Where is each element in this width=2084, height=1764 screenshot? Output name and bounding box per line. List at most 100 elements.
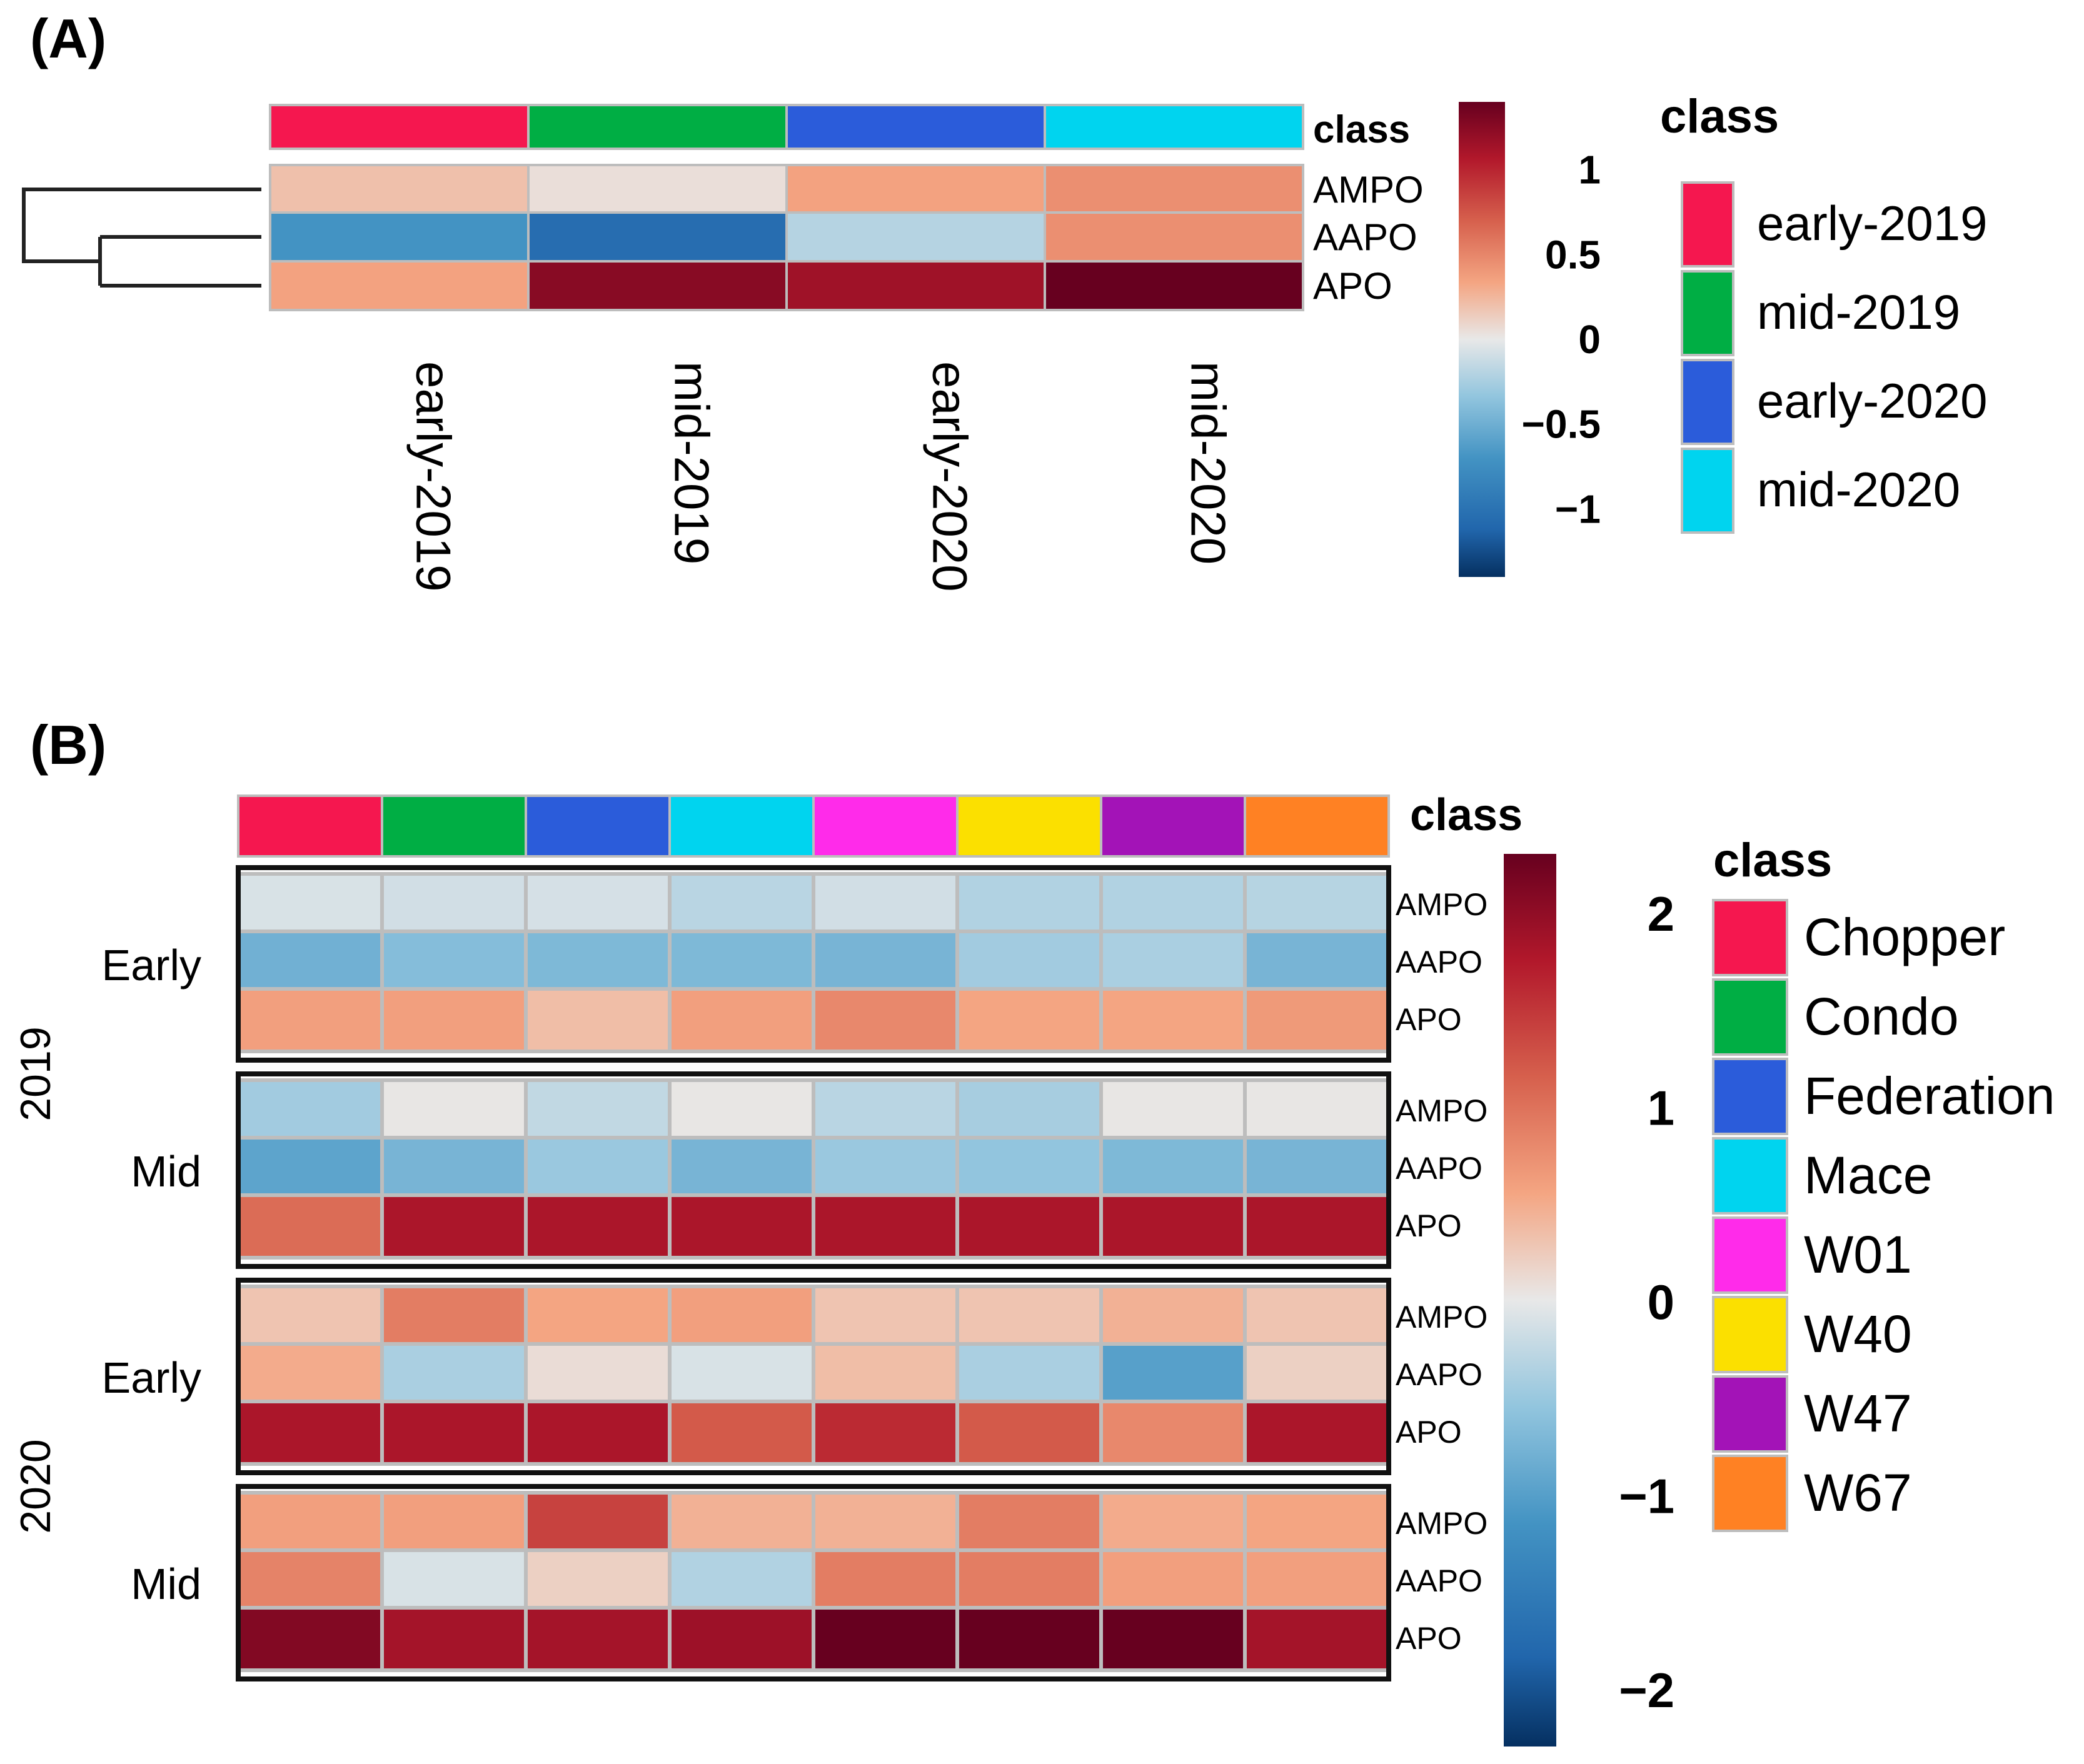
heatmap-cell bbox=[524, 987, 672, 1053]
heatmap-cell bbox=[668, 987, 815, 1053]
year-label: 2019 bbox=[12, 1026, 59, 1121]
panel-a: AMPO AAPO APO early-2019 mid-2019 early-2020 m… bbox=[22, 102, 1988, 592]
heatmap-cell bbox=[380, 1606, 528, 1672]
heatmap-cell bbox=[1243, 872, 1391, 938]
heatmap-cell bbox=[955, 987, 1103, 1053]
heatmap-cell bbox=[668, 1606, 815, 1672]
legend-swatch-Condo bbox=[1712, 978, 1788, 1056]
group-label: Early bbox=[102, 941, 201, 990]
heatmap-cell bbox=[236, 987, 384, 1053]
legend-swatch-W67 bbox=[1712, 1455, 1788, 1532]
heatmap-cell bbox=[524, 1136, 672, 1202]
heatmap-cell bbox=[668, 1078, 815, 1145]
row-label: AAPO bbox=[1396, 1357, 1482, 1392]
heatmap-cell bbox=[785, 164, 1046, 215]
class-cell-W01 bbox=[812, 794, 959, 858]
colorbar-tick-label: 1 bbox=[1648, 1081, 1674, 1136]
heatmap-cell bbox=[955, 1606, 1103, 1672]
legend-swatch-Federation bbox=[1712, 1058, 1788, 1135]
colorbar bbox=[1504, 854, 1556, 1746]
heatmap-cell bbox=[1243, 1400, 1391, 1466]
panel-a-class-label: class bbox=[1313, 108, 1410, 151]
heatmap-cell bbox=[1243, 1491, 1391, 1557]
heatmap-cell bbox=[812, 1400, 959, 1466]
row-label: AMPO bbox=[1396, 887, 1487, 922]
heatmap-cell bbox=[380, 1491, 528, 1557]
heatmap-cell bbox=[1099, 1491, 1247, 1557]
group-frame bbox=[236, 1278, 1391, 1475]
panel-b-class-label: class bbox=[1410, 790, 1523, 840]
heatmap-cell bbox=[812, 1193, 959, 1260]
heatmap-cell bbox=[380, 987, 528, 1053]
class-cell-W67 bbox=[1244, 794, 1390, 858]
heatmap-cell bbox=[668, 1548, 815, 1615]
heatmap-cell bbox=[1243, 930, 1391, 996]
colorbar bbox=[1459, 102, 1505, 577]
row-label: APO bbox=[1396, 1002, 1462, 1037]
heatmap-cell bbox=[1243, 1548, 1391, 1615]
heatmap-cell bbox=[668, 1285, 815, 1351]
heatmap-cell bbox=[1243, 1078, 1391, 1145]
heatmap-cell bbox=[1243, 1285, 1391, 1351]
row-label: AAPO bbox=[1396, 1151, 1482, 1186]
heatmap-cell bbox=[812, 1342, 959, 1408]
group-label: Early bbox=[102, 1353, 201, 1402]
legend-entry: W67 bbox=[1804, 1463, 1912, 1522]
row-label: AAPO bbox=[1396, 945, 1482, 980]
heatmap-cell bbox=[236, 872, 384, 938]
legend-entry: W01 bbox=[1804, 1225, 1912, 1284]
heatmap-cell bbox=[524, 1548, 672, 1615]
heatmap-cell bbox=[1044, 164, 1304, 215]
legend-swatch-early-2019 bbox=[1681, 181, 1734, 268]
legend-swatch-mid-2019 bbox=[1681, 270, 1734, 356]
heatmap-cell bbox=[668, 1342, 815, 1408]
heatmap-cell bbox=[785, 260, 1046, 311]
heatmap-cell bbox=[1099, 1400, 1247, 1466]
heatmap-cell bbox=[812, 872, 959, 938]
colorbar-tick-label: −0.5 bbox=[1522, 402, 1601, 447]
group-label: Mid bbox=[131, 1560, 201, 1608]
heatmap-cell bbox=[236, 1342, 384, 1408]
heatmap-cell bbox=[380, 1285, 528, 1351]
class-cell-Federation bbox=[525, 794, 671, 858]
colorbar-tick-label: 0.5 bbox=[1545, 232, 1601, 277]
group-frame bbox=[236, 1484, 1391, 1681]
heatmap-cell bbox=[955, 872, 1103, 938]
class-cell-Mace bbox=[668, 794, 815, 858]
heatmap-cell bbox=[527, 164, 788, 215]
heatmap-cell bbox=[668, 872, 815, 938]
heatmap-cell bbox=[668, 1193, 815, 1260]
heatmap-cell bbox=[955, 1078, 1103, 1145]
panel-a-legend-title: class bbox=[1660, 90, 1779, 143]
colorbar-tick-label: 0 bbox=[1578, 317, 1601, 362]
heatmap-cell bbox=[524, 1606, 672, 1672]
legend-entry: mid-2020 bbox=[1757, 462, 1960, 517]
legend-swatch-W47 bbox=[1712, 1375, 1788, 1453]
heatmap-cell bbox=[524, 1400, 672, 1466]
group-label: Mid bbox=[131, 1147, 201, 1196]
year-label: 2020 bbox=[12, 1439, 59, 1533]
heatmap-cell bbox=[236, 1136, 384, 1202]
class-cell-Chopper bbox=[237, 794, 383, 858]
colorbar-tick-label: −1 bbox=[1619, 1468, 1674, 1523]
heatmap-cell bbox=[380, 1193, 528, 1260]
legend-entry: Federation bbox=[1804, 1066, 2055, 1125]
heatmap-cell bbox=[236, 1491, 384, 1557]
heatmap-cell bbox=[955, 930, 1103, 996]
row-label: AMPO bbox=[1313, 169, 1424, 211]
heatmap-cell bbox=[524, 1491, 672, 1557]
colorbar-tick-label: 1 bbox=[1578, 148, 1601, 193]
heatmap-cell bbox=[955, 1285, 1103, 1351]
class-cell-mid-2019 bbox=[527, 104, 788, 150]
heatmap-cell bbox=[668, 1136, 815, 1202]
heatmap-cell bbox=[1243, 1193, 1391, 1260]
heatmap-cell bbox=[1099, 1193, 1247, 1260]
heatmap-cell bbox=[236, 1193, 384, 1260]
group-frame bbox=[236, 865, 1391, 1063]
group-frame bbox=[236, 1071, 1391, 1269]
heatmap-cell bbox=[269, 260, 530, 311]
legend-entry: mid-2019 bbox=[1757, 284, 1960, 339]
colorbar-tick-label: −2 bbox=[1619, 1663, 1674, 1718]
